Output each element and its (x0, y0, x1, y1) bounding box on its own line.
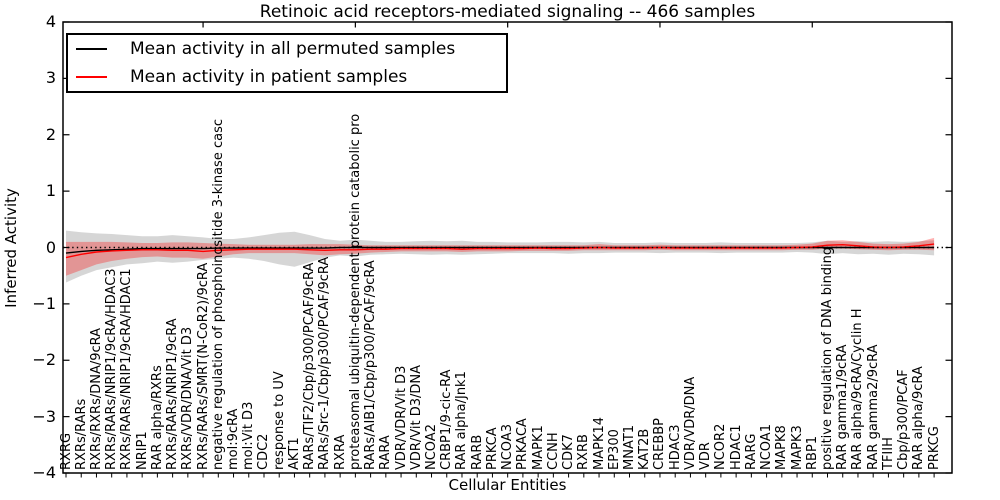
x-tick-label: RXRs/RARs/NRIP1/9cRA/HDAC3 (104, 268, 120, 470)
x-tick-label: RXRB (576, 434, 592, 470)
y-tick-label: 3 (45, 68, 56, 88)
y-tick-label: 4 (45, 12, 56, 31)
legend-entry-permuted: Mean activity in all permuted samples (68, 36, 506, 62)
x-tick-label: VDR/Vit D3/DNA (408, 364, 424, 470)
x-tick-label: VDR/VDR/Vit D3 (393, 365, 409, 470)
x-tick-label: CCNH (545, 432, 561, 470)
x-tick-label: RXRs/RARs/NRIP1/9cRA/HDAC1 (119, 268, 135, 470)
axes-frame (62, 21, 953, 474)
y-tick-label: −3 (32, 406, 56, 426)
x-tick-label: negative regulation of phosphoinositide … (210, 119, 226, 470)
y-tick-label: 2 (45, 124, 56, 144)
x-tick-label: RAR alpha/RXRs (149, 365, 165, 470)
x-tick-label: positive regulation of DNA binding (820, 246, 835, 470)
y-tick-label: −1 (32, 293, 56, 313)
x-tick-label: RXRs/VDR/DNA/Vit D3 (180, 326, 196, 470)
y-tick-label: −4 (32, 463, 56, 482)
x-tick-label: NCOR2 (713, 423, 729, 470)
x-tick-label: MAPK3 (789, 425, 805, 470)
x-tick-label: RXRs/RARs/NRIP1/9cRA (165, 318, 181, 470)
x-tick-label: RXRG (58, 432, 74, 470)
x-tick-label: RXRs/RXRs/DNA/9cRA (88, 327, 104, 470)
x-tick-label: CDK7 (561, 434, 577, 470)
x-tick-label: RAR gamma2/9cRA (865, 344, 881, 470)
x-tick-label: RXRs/RARs/SMRT(N-CoR2)/9cRA (195, 262, 211, 470)
x-tick-label: mol:Vit D3 (241, 401, 257, 470)
x-tick-label: response to UV (271, 371, 287, 470)
x-tick-label: RARB (469, 434, 485, 470)
x-tick-label: NCOA1 (759, 424, 775, 470)
x-tick-label: RXRA (332, 434, 348, 470)
x-tick-label: RXRs/RARs (73, 398, 89, 470)
x-tick-label: CREBBP (652, 418, 668, 470)
x-axis-label: Cellular Entities (448, 476, 567, 494)
permuted-line-sample-icon (76, 48, 107, 51)
legend: Mean activity in all permuted samples Me… (66, 33, 508, 93)
mean-line (65, 243, 935, 259)
x-tick-label: RARs/Src-1/Cbp/p300/PCAF/9cRA (317, 256, 333, 470)
x-tick-label: NCOA3 (500, 424, 516, 470)
x-tick-label: MNAT1 (622, 424, 637, 470)
x-tick-label: KAT2B (637, 428, 653, 470)
x-tick-label: MAPK8 (774, 425, 790, 470)
x-tick-label: NCOA2 (424, 424, 440, 470)
x-tick-label: RAR alpha/Jnk1 (454, 371, 470, 470)
legend-label-patient: Mean activity in patient samples (130, 66, 408, 87)
legend-label-permuted: Mean activity in all permuted samples (130, 39, 456, 60)
x-tick-label: CDC2 (256, 433, 272, 470)
x-tick-label: RAR alpha/9cRA (911, 366, 927, 470)
x-tick-label: RARs/TIF2/Cbp/p300/PCAF/9cRA (302, 262, 318, 470)
x-tick-label: EP300 (606, 429, 622, 470)
x-tick-label: PRKACA (515, 418, 531, 470)
x-tick-label: PRKCA (484, 427, 500, 470)
chart-title: Retinoic acid receptors-mediated signali… (259, 2, 756, 22)
x-tick-label: VDR/VDR/DNA (682, 376, 698, 470)
x-tick-label: Cbp/p300/PCAF (896, 369, 912, 470)
x-tick-label: MAPK1 (530, 425, 546, 470)
x-tick-label: RBP1 (804, 435, 820, 470)
legend-entry-patient: Mean activity in patient samples (68, 64, 506, 90)
x-tick-label: TFIIH (880, 437, 896, 470)
x-tick-label: PRKCG (926, 426, 942, 470)
x-tick-label: HDAC3 (667, 424, 683, 470)
x-tick-label: NRIP1 (134, 431, 150, 470)
x-tick-label: HDAC1 (728, 424, 744, 470)
x-tick-label: MAPK14 (591, 416, 607, 470)
patient-line-sample-icon (76, 75, 107, 78)
y-tick-label: 1 (45, 181, 56, 201)
x-tick-label: proteasomal ubiquitin-dependent protein … (347, 113, 363, 470)
y-tick-label: −2 (32, 350, 56, 370)
x-tick-label: AKT1 (286, 437, 302, 470)
x-tick-label: mol:9cRA (226, 408, 242, 470)
x-tick-label: RARG (743, 433, 759, 470)
y-tick-label: 0 (45, 237, 56, 257)
x-tick-label: RAR alpha/9cRA/Cyclin H (850, 308, 866, 470)
x-tick-label: RARA (378, 435, 394, 470)
confidence-band (66, 230, 935, 283)
x-tick-label: CRBP1/9-cic-RA (439, 369, 455, 470)
x-tick-label: VDR (698, 442, 714, 470)
x-tick-label: RARs/AIB1/Cbp/p300/PCAF/9cRA (363, 260, 379, 470)
x-tick-label: RAR gamma1/9cRA (835, 344, 851, 470)
